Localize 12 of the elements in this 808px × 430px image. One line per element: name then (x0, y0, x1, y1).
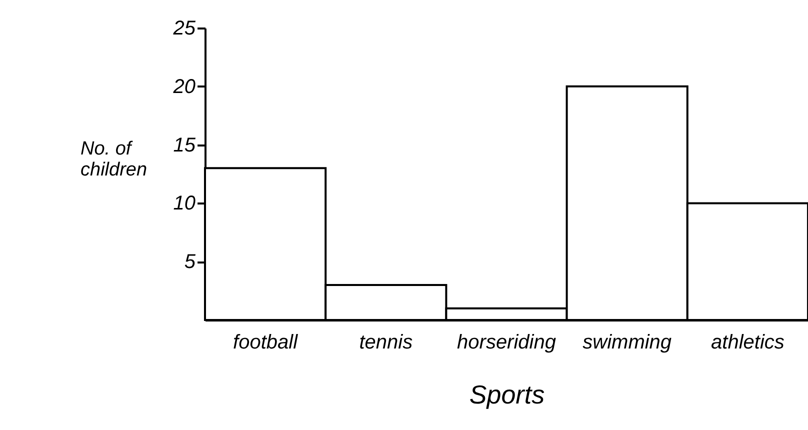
y-tick-label: 25 (172, 18, 196, 40)
y-tick-label: 10 (173, 192, 196, 215)
y-tick-label: 20 (172, 76, 196, 98)
x-axis-title: Sports (469, 380, 545, 410)
x-tick-label: athletics (711, 332, 784, 354)
x-tick-label: football (233, 332, 298, 354)
x-tick-label: horseriding (457, 332, 556, 354)
x-tick-label: tennis (359, 332, 413, 354)
x-tick-label: swimming (582, 332, 672, 354)
y-tick-label: 15 (173, 134, 196, 156)
y-axis-title: No. of children (80, 138, 148, 180)
y-tick-label: 5 (184, 251, 196, 274)
